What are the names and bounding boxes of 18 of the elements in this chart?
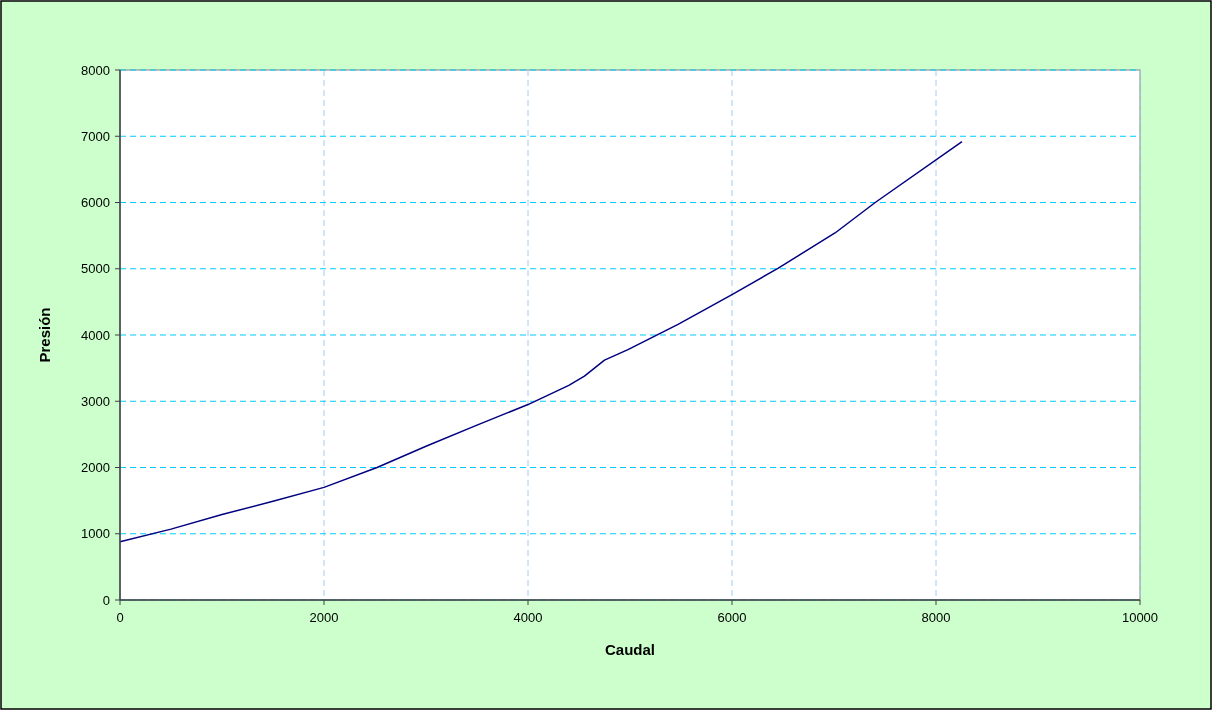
y-tick-label: 6000 xyxy=(81,195,110,210)
x-tick-label: 2000 xyxy=(309,610,339,625)
x-tick-label: 0 xyxy=(116,610,124,625)
y-tick-label: 8000 xyxy=(81,62,110,78)
y-tick-label: 7000 xyxy=(81,128,110,144)
x-axis-title: Caudal xyxy=(604,641,656,658)
y-tick-label: 1000 xyxy=(81,526,110,542)
y-tick-label: 4000 xyxy=(81,327,110,343)
x-tick-label: 10000 xyxy=(1121,610,1159,625)
y-axis-title: Presión xyxy=(36,307,53,363)
y-tick-label: 0 xyxy=(102,592,110,608)
x-tick-label: 4000 xyxy=(513,610,543,625)
y-tick-label: 5000 xyxy=(81,261,110,277)
x-tick-label: 6000 xyxy=(717,610,747,625)
y-tick-label: 3000 xyxy=(81,393,110,409)
x-tick-label: 8000 xyxy=(921,610,951,625)
y-tick-label: 2000 xyxy=(81,460,110,475)
line-series xyxy=(119,140,963,543)
